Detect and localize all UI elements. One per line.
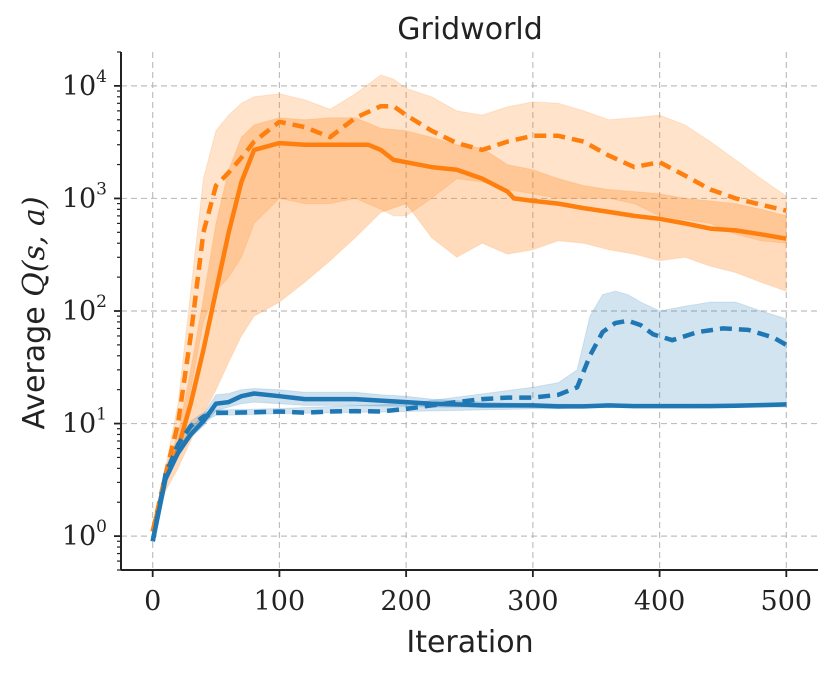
y-tick-label: 103 [62,179,107,214]
y-tick-base: 10 [62,71,96,102]
y-tick-exponent: 4 [96,67,107,87]
y-tick-exponent: 0 [96,517,107,537]
series-orange-solid [150,140,787,533]
y-tick-base: 10 [62,521,96,552]
y-tick-base: 10 [62,409,96,440]
y-tick-exponent: 2 [96,292,107,312]
y-axis-label: Average Q(s, a) [17,196,52,429]
y-axis-label-prefix: Average [17,297,52,430]
series-lines [150,103,788,542]
x-tick-label: 400 [634,586,686,617]
y-tick-label: 100 [62,517,107,552]
y-tick-base: 10 [62,183,96,214]
grid [121,52,818,570]
x-tick-label: 500 [761,586,813,617]
x-tick-label: 200 [380,586,432,617]
y-tick-exponent: 3 [96,179,107,199]
series-blue-dashed [150,318,788,542]
x-tick-label: 300 [507,586,559,617]
orange-dashed-band [152,74,787,532]
y-tick-label: 104 [62,67,107,102]
x-tick-label: 0 [144,586,161,617]
chart-title: Gridworld [397,12,543,47]
y-tick-label: 101 [62,405,107,440]
x-axis-label: Iteration [406,625,533,660]
y-tick-label: 102 [62,292,107,327]
y-tick-base: 10 [62,296,96,327]
blue-dashed-band [152,290,787,542]
x-tick-label: 100 [254,586,306,617]
y-tick-exponent: 1 [96,405,107,425]
y-axis-label-math: Q(s, a) [17,196,52,296]
series-blue-solid [150,391,787,542]
series-orange-dashed [150,103,787,532]
orange-solid-band [152,117,787,532]
